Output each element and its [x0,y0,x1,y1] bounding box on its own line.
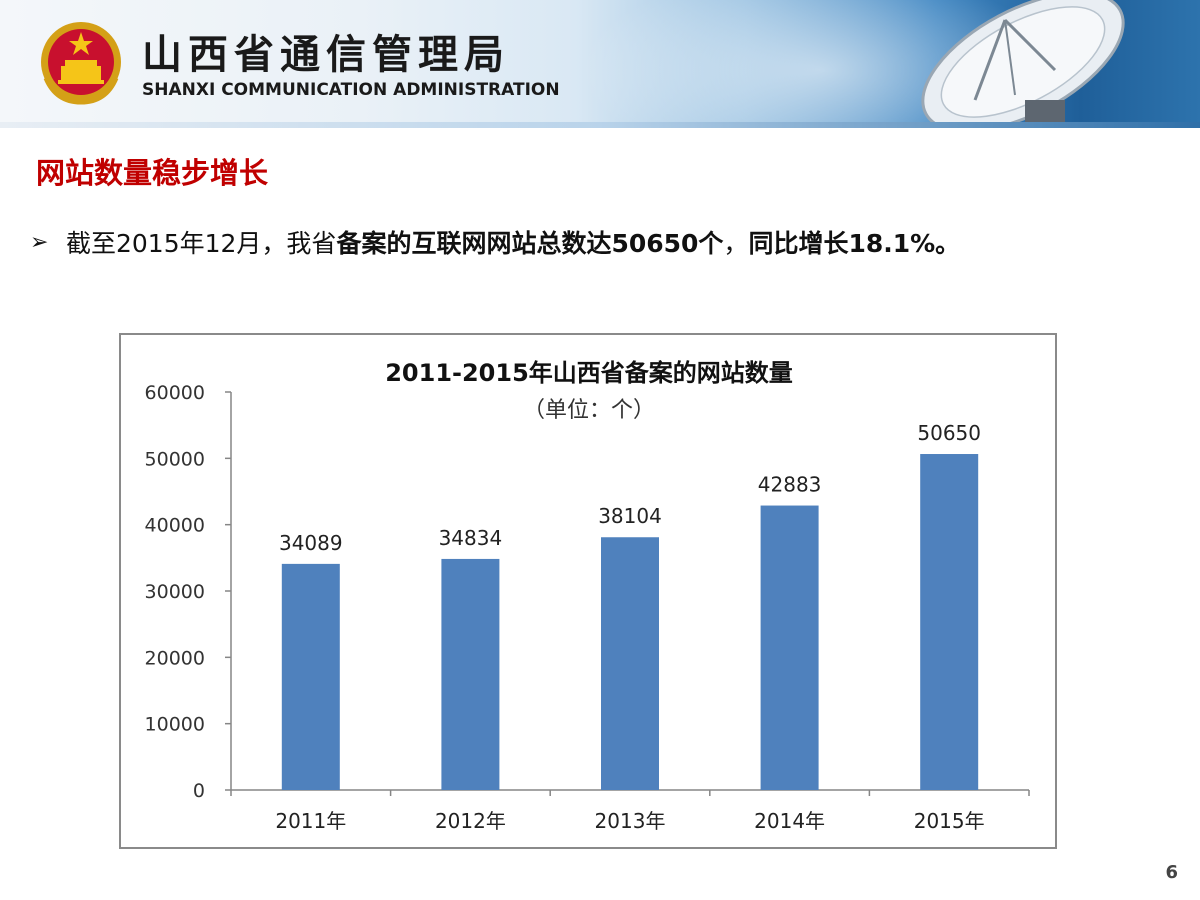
org-name-en: SHANXI COMMUNICATION ADMINISTRATION [142,80,560,100]
y-tick-label: 30000 [145,581,205,603]
chart-subtitle: （单位：个） [523,398,655,423]
bar [601,537,659,790]
bar [760,505,819,790]
x-tick-label: 2014年 [754,809,825,833]
bullet-text-prefix: 截至2015年12月，我省 [66,229,337,258]
bullet-text-bold-total: 备案的互联网网站总数达50650个 [336,229,724,258]
data-label: 42883 [758,473,822,497]
bar [441,558,500,790]
bar [920,454,979,790]
bullet-text-bold-growth: 同比增长18.1%。 [748,229,961,258]
header-banner: 山西省通信管理局 SHANXI COMMUNICATION ADMINISTRA… [0,0,1200,128]
bullet-text-separator: ， [723,229,749,258]
satellite-dish-icon [921,0,1125,128]
y-tick-label: 0 [193,780,205,802]
chart-container: 2011-2015年山西省备案的网站数量 （单位：个） 0 10000 20000 3… [119,333,1057,849]
chart-body: 0 10000 20000 30000 40000 50000 60000 34089 2011… [145,382,1030,833]
org-name-cn: 山西省通信管理局 [142,32,510,78]
bar-chart: 2011-2015年山西省备案的网站数量 （单位：个） 0 10000 20000 3… [145,359,1030,833]
x-tick-label: 2011年 [275,809,346,833]
data-label: 34089 [279,531,343,555]
national-emblem-icon [41,22,121,105]
y-tick-label: 40000 [145,515,205,537]
bullet-point: ➢ 截至2015年12月，我省 备案的互联网网站总数达50650个 ， 同比增长… [30,222,1170,262]
section-heading: 网站数量稳步增长 [36,156,269,190]
y-tick-label: 60000 [145,382,205,404]
x-tick-label: 2013年 [595,809,666,833]
bullet-arrow-icon: ➢ [30,229,49,255]
y-tick-label: 20000 [145,647,205,669]
data-label: 34834 [439,526,503,550]
banner-stripe [0,122,1200,128]
bar [281,563,340,790]
chart-title: 2011-2015年山西省备案的网站数量 [385,359,793,387]
data-label: 38104 [598,504,662,528]
data-label: 50650 [917,421,981,445]
page-number: 6 [1165,862,1178,883]
x-tick-label: 2015年 [914,809,985,833]
y-tick-label: 50000 [145,448,205,470]
y-tick-label: 10000 [145,714,205,736]
x-tick-label: 2012年 [435,809,506,833]
